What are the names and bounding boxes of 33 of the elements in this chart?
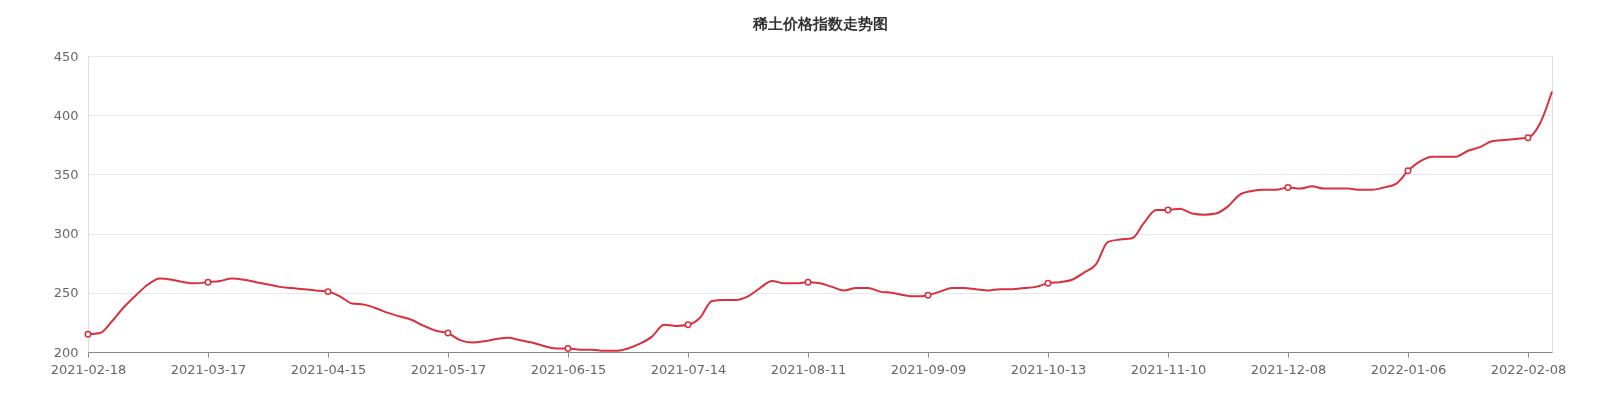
point	[1524, 134, 1532, 142]
y-tick-label: 300	[53, 226, 79, 242]
point	[84, 330, 92, 338]
x-tick-label: 2021-04-15	[290, 361, 367, 377]
x-tick-label: 2021-02-18	[50, 361, 127, 377]
y-tick-label: 200	[53, 344, 79, 360]
point	[1284, 183, 1292, 191]
y-tick-label: 450	[53, 48, 79, 64]
x-tick-label: 2021-07-14	[650, 361, 727, 377]
y-tick-label: 250	[53, 285, 79, 301]
point	[324, 288, 332, 296]
point	[924, 291, 932, 299]
point	[1404, 167, 1412, 175]
point	[564, 344, 572, 352]
x-tick-label: 2022-01-06	[1370, 361, 1447, 377]
point	[684, 321, 692, 329]
point	[1164, 206, 1172, 214]
x-tick-label: 2021-11-10	[1130, 361, 1207, 377]
x-tick-label: 2021-06-15	[530, 361, 607, 377]
x-tick-label: 2021-05-17	[410, 361, 487, 377]
y-tick-label: 400	[53, 107, 79, 123]
x-tick-label: 2021-12-08	[1250, 361, 1327, 377]
y-tick-label: 350	[53, 166, 79, 182]
point	[1044, 279, 1052, 287]
chart-title: 稀土价格指数走势图	[751, 15, 888, 33]
point	[444, 329, 452, 337]
x-tick-label: 2021-10-13	[1010, 361, 1087, 377]
point	[804, 278, 812, 286]
x-tick-label: 2022-02-08	[1490, 361, 1567, 377]
x-tick-label: 2021-03-17	[170, 361, 247, 377]
x-tick-label: 2021-09-09	[890, 361, 967, 377]
x-tick-label: 2021-08-11	[770, 361, 847, 377]
point	[204, 278, 212, 286]
